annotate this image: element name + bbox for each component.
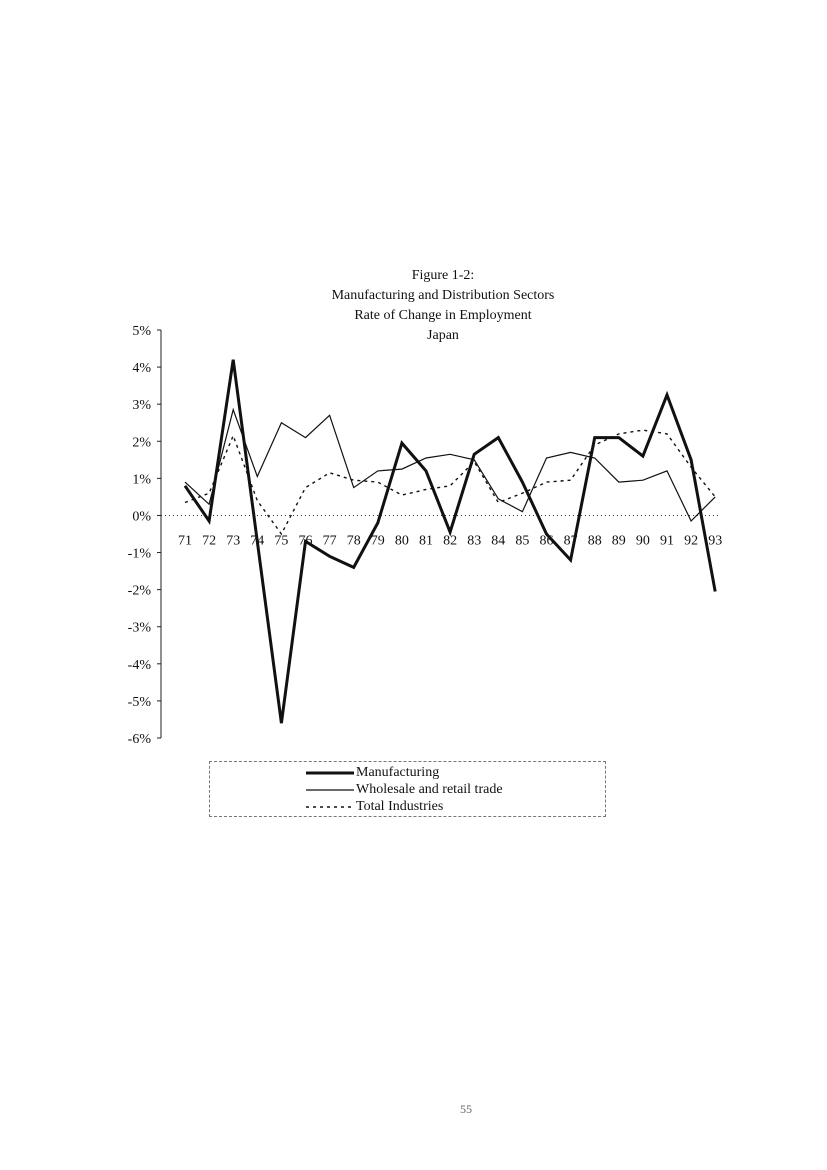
x-tick-label: 80: [395, 533, 409, 548]
x-tick-label: 81: [419, 533, 433, 548]
chart-title-block: Figure 1-2: Manufacturing and Distributi…: [243, 266, 643, 346]
series-line-manufacturing: [183, 359, 717, 724]
x-tick-label: 92: [684, 533, 698, 548]
legend-swatch-wholesale: [306, 789, 354, 791]
y-tick-label: 3%: [132, 398, 151, 413]
chart-title-line-2: Manufacturing and Distribution Sectors: [331, 288, 555, 303]
legend-item-total: Total Industries: [306, 798, 443, 816]
y-tick-label: -2%: [128, 584, 152, 599]
x-tick-label: 73: [226, 533, 240, 548]
chart-series: [183, 359, 717, 724]
x-tick-label: 72: [202, 533, 216, 548]
x-tick-label: 84: [491, 533, 505, 548]
chart-legend: Manufacturing Wholesale and retail trade…: [209, 761, 606, 817]
x-tick-label: 79: [371, 533, 385, 548]
y-tick-label: 4%: [132, 361, 151, 376]
y-tick-label: 2%: [132, 435, 151, 450]
legend-label: Total Industries: [356, 799, 444, 814]
x-tick-label: 88: [588, 533, 602, 548]
y-tick-label: 1%: [132, 472, 151, 487]
x-tick-label: 75: [274, 533, 288, 548]
x-tick-label: 93: [708, 533, 722, 548]
x-tick-label: 85: [515, 533, 529, 548]
y-tick-label: -1%: [128, 547, 152, 562]
x-tick-label: 71: [178, 533, 192, 548]
y-tick-label: 5%: [132, 324, 151, 339]
legend-label: Wholesale and retail trade: [356, 782, 503, 797]
y-tick-label: -3%: [128, 621, 152, 636]
x-tick-label: 83: [467, 533, 481, 548]
legend-label: Manufacturing: [356, 765, 440, 780]
chart-axes: 5%4%3%2%1%0%-1%-2%-3%-4%-5%-6%71 72 73 74 75…: [128, 324, 723, 747]
y-tick-label: -5%: [128, 695, 152, 710]
x-tick-label: 82: [443, 533, 457, 548]
chart-title-line-1: Figure 1-2:: [411, 268, 475, 283]
legend-swatch-total: [306, 806, 354, 808]
legend-swatch-manufacturing: [306, 771, 354, 775]
x-tick-label: 90: [636, 533, 650, 548]
legend-item-manufacturing: Manufacturing: [306, 764, 439, 782]
series-line-total-industries: [184, 429, 716, 536]
y-tick-label: 0%: [132, 509, 151, 524]
chart-title-line-4: Japan: [427, 328, 459, 343]
series-line-wholesale-and-retail-trade: [184, 407, 716, 523]
x-tick-label: 78: [347, 533, 361, 548]
page-number: 55: [460, 1102, 472, 1116]
x-tick-label: 77: [323, 533, 337, 548]
y-tick-label: -4%: [128, 658, 152, 673]
chart-title-line-3: Rate of Change in Employment: [354, 308, 532, 323]
x-tick-label: 91: [660, 533, 674, 548]
x-tick-label: 89: [612, 533, 626, 548]
y-tick-label: -6%: [128, 732, 152, 747]
legend-item-wholesale: Wholesale and retail trade: [306, 781, 503, 799]
